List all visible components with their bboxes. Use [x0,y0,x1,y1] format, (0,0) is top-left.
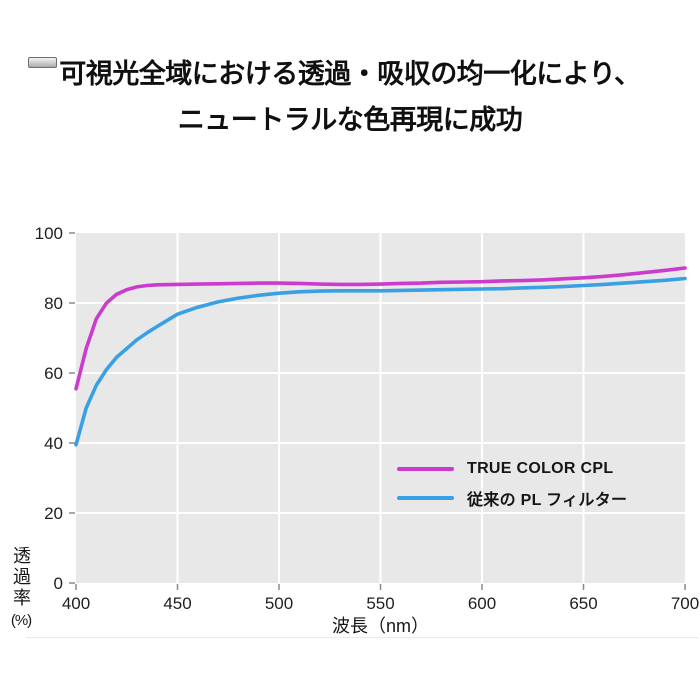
series-line-conventional-pl [74,276,687,447]
legend-swatch-true-color-cpl [397,466,454,471]
page-title: 可視光全域における透過・吸収の均一化により、 ニュートラルな色再現に成功 [0,51,700,143]
y-tick-label: 60 [44,364,63,383]
y-axis-title: 透過率 (%) [4,546,38,629]
legend-item-conventional-pl: 従来の PL フィルター [397,483,627,512]
x-tick-label: 600 [468,594,496,613]
page-title-line-1: 可視光全域における透過・吸収の均一化により、 [59,59,641,89]
page-title-line-2: ニュートラルな色再現に成功 [177,105,523,135]
y-tick-label: 80 [44,294,63,313]
chart-plot-svg: 400 450 500 550 600 650 700 0 20 40 60 80 100 [35,224,700,613]
y-tick-label: 20 [44,504,63,523]
x-tick-label: 450 [163,594,191,613]
x-tick-label: 550 [366,594,394,613]
small-gray-bar-icon [28,57,57,68]
legend-swatch-conventional-pl [397,495,454,500]
legend-item-true-color-cpl: TRUE COLOR CPL [397,454,627,483]
y-axis-title-unit: (%) [10,612,32,629]
x-axis-title: 波長（nm） [331,616,429,636]
bottom-divider [26,637,698,638]
legend-label-true-color-cpl: TRUE COLOR CPL [467,459,614,477]
y-tick-label: 0 [54,574,63,593]
y-tick-label: 100 [35,224,63,243]
x-tick-label: 400 [62,594,90,613]
transmission-chart: 400 450 500 550 600 650 700 0 20 40 60 80 100 透過率 (%… [0,180,700,650]
x-tick-label: 500 [265,594,293,613]
series-line-true-color-cpl [74,266,687,391]
x-tick-label: 700 [671,594,699,613]
x-tick-label: 650 [569,594,597,613]
legend-label-conventional-pl: 従来の PL フィルター [467,491,628,509]
legend: TRUE COLOR CPL 従来の PL フィルター [397,454,627,512]
y-tick-label: 40 [44,434,63,453]
y-axis-title-text: 透過率 [11,546,31,609]
